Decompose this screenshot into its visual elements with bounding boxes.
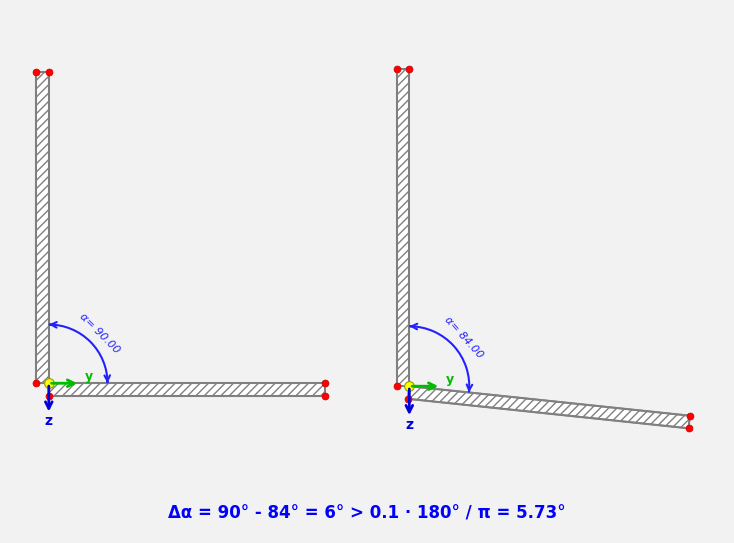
Polygon shape xyxy=(37,72,48,383)
Text: y: y xyxy=(446,374,454,387)
Text: Δα = 90° - 84° = 6° > 0.1 · 180° / π = 5.73°: Δα = 90° - 84° = 6° > 0.1 · 180° / π = 5… xyxy=(168,504,566,522)
Text: z: z xyxy=(405,418,413,432)
Text: α= 90.00: α= 90.00 xyxy=(77,311,121,355)
Text: z: z xyxy=(45,414,53,428)
Polygon shape xyxy=(408,386,690,428)
Text: α= 84.00: α= 84.00 xyxy=(442,315,484,361)
Polygon shape xyxy=(396,69,410,386)
Text: y: y xyxy=(84,370,92,383)
Polygon shape xyxy=(48,383,325,396)
